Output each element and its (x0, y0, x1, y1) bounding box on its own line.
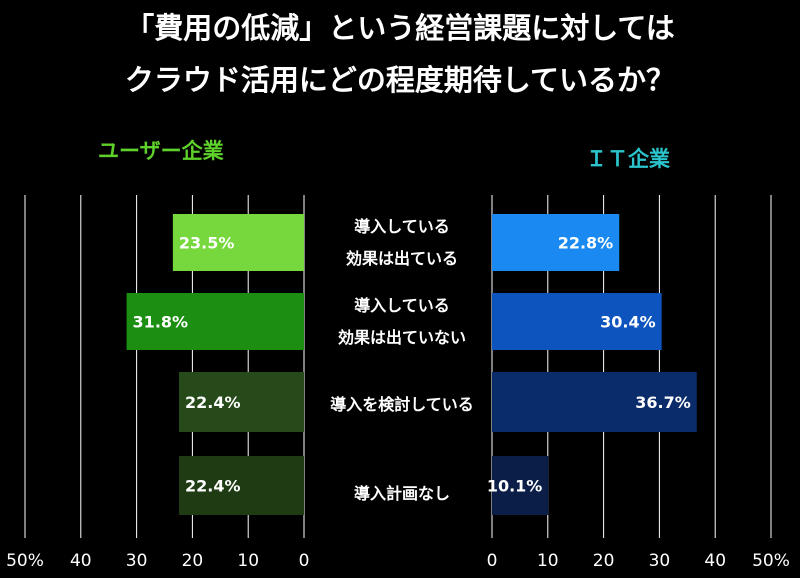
tick-label-left: 10 (237, 551, 259, 571)
tick-label-right: 30 (649, 551, 671, 571)
bar-it-1 (492, 214, 620, 271)
bar-user-4 (179, 456, 304, 515)
tick-label-right: 50% (752, 551, 790, 571)
data-label-user-3: 22.4% (185, 393, 241, 412)
tick-label-left: 0 (299, 551, 310, 571)
tick-label-left: 40 (70, 551, 92, 571)
category-label-2-line-2: 効果は出ていない (338, 328, 466, 347)
bar-user-2 (126, 293, 304, 350)
data-label-it-3: 36.7% (635, 393, 691, 412)
tick-label-left: 20 (182, 551, 204, 571)
data-label-it-2: 30.4% (600, 313, 656, 332)
data-label-it-1: 22.8% (558, 234, 614, 253)
category-labels: 導入している効果は出ている導入している効果は出ていない導入を検討している導入計画… (330, 217, 474, 503)
data-label-user-1: 23.5% (179, 234, 235, 253)
bar-user-3 (179, 372, 304, 432)
series-label-it-companies: ＩＴ企業 (586, 147, 671, 171)
category-label-3: 導入を検討している (330, 395, 474, 414)
bar-value-labels: 23.5% 22.8% 31.8% 30.4% 22.4% 36.7% 22.4% 10.1% (133, 234, 691, 496)
bars (126, 214, 697, 515)
category-label-2-line-1: 導入している (354, 296, 450, 315)
data-label-user-2: 31.8% (133, 313, 189, 332)
tick-label-right: 40 (704, 551, 726, 571)
chart-title-line-1: 「費用の低減」という経営課題に対しては (125, 11, 675, 45)
series-label-user-companies: ユーザー企業 (98, 139, 225, 163)
tick-label-right: 20 (593, 551, 615, 571)
data-label-user-4: 22.4% (185, 477, 241, 496)
category-label-1-line-1: 導入している (354, 217, 450, 236)
tick-label-left: 30 (126, 551, 148, 571)
tick-label-right: 10 (537, 551, 559, 571)
tick-labels: 50% 40 30 20 10 0 0 10 20 30 40 50% (6, 551, 790, 571)
tick-label-left: 50% (6, 551, 44, 571)
chart-title-line-2: クラウド活用にどの程度期待しているか？ (125, 63, 675, 97)
bar-user-1 (172, 214, 304, 271)
bar-it-2 (492, 293, 662, 350)
category-label-1-line-2: 効果は出ている (346, 249, 458, 268)
bar-it-3 (492, 372, 697, 432)
data-label-it-4: 10.1% (487, 477, 543, 496)
category-label-4: 導入計画なし (354, 484, 450, 503)
bar-it-4 (492, 456, 549, 515)
tick-label-right: 0 (487, 551, 498, 571)
